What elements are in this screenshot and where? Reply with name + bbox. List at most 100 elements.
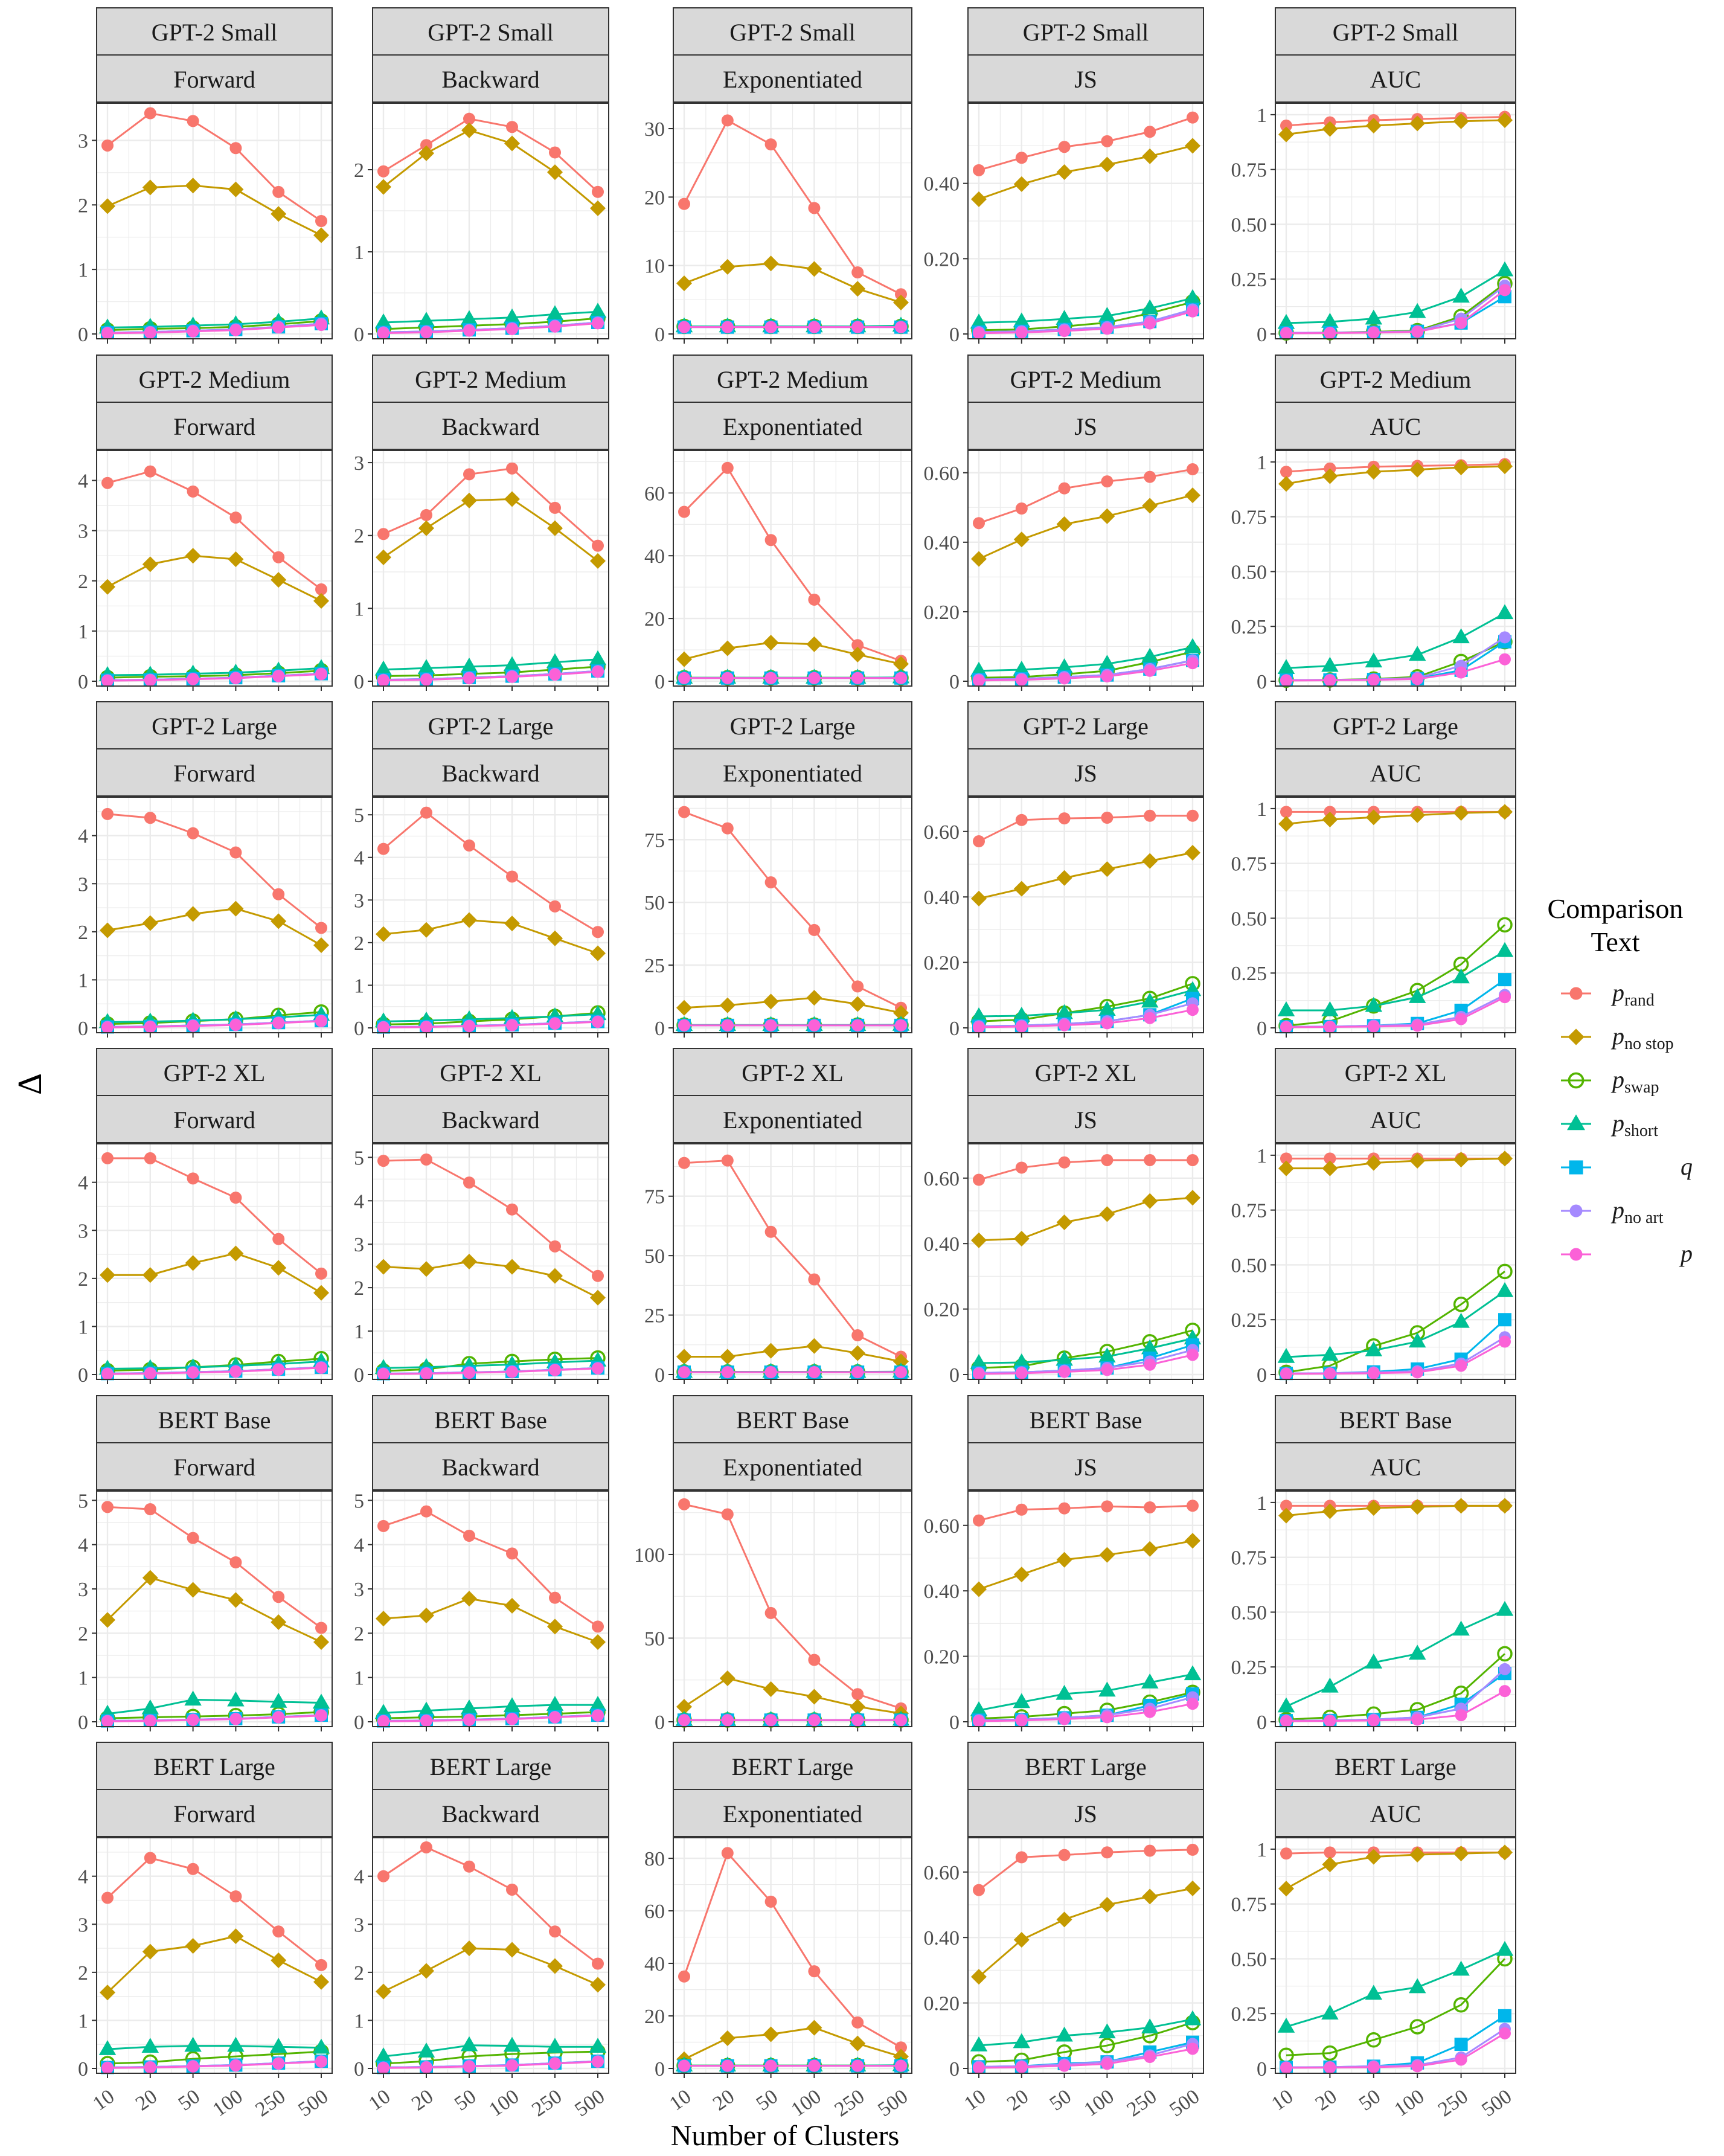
point-p_nostop xyxy=(1365,1155,1382,1171)
point-p_short xyxy=(1496,1940,1514,1956)
x-tick-label: 10 xyxy=(365,2085,394,2116)
point-p xyxy=(1144,1705,1156,1718)
y-tick-label: 0.40 xyxy=(924,532,960,554)
point-p_nostop xyxy=(228,1592,244,1608)
y-tick-label: 0.40 xyxy=(924,1233,960,1256)
y-tick-label: 100 xyxy=(634,1544,665,1567)
point-p xyxy=(1058,2059,1071,2072)
y-tick-label: 1 xyxy=(354,1321,364,1343)
series-line-p xyxy=(1286,658,1505,682)
panel-5-3: BERT Large JS 0 0.20 0.40 0.60 10 20 50 100 250 500 xyxy=(924,1742,1204,2121)
point-p_rand xyxy=(851,1329,864,1342)
point-p xyxy=(1280,2061,1292,2074)
point-p xyxy=(101,327,114,339)
x-tick-label: 500 xyxy=(294,2085,332,2122)
series-p xyxy=(1280,1685,1511,1727)
point-p_nostop xyxy=(1056,1911,1072,1928)
point-p_nostop xyxy=(185,1938,201,1954)
series-line-p_rand xyxy=(684,811,902,1009)
y-tick-label: 30 xyxy=(644,118,665,141)
point-p_nostop xyxy=(719,640,735,656)
strip-metric xyxy=(673,1095,912,1143)
x-tick-label: 50 xyxy=(1046,2085,1075,2116)
point-p xyxy=(973,674,985,687)
strip-metric xyxy=(372,54,609,103)
point-p_nostop xyxy=(1497,1150,1513,1167)
point-p_rand xyxy=(851,1688,864,1701)
point-p_noart xyxy=(1499,1663,1511,1675)
series-line-p xyxy=(978,1009,1193,1028)
point-p_short xyxy=(141,1699,159,1715)
y-tick-label: 0 xyxy=(949,1018,960,1040)
strip-model-label: GPT-2 Small xyxy=(152,19,278,46)
point-p_nostop xyxy=(971,890,987,906)
point-p xyxy=(592,1362,604,1375)
strip-model-label: GPT-2 Medium xyxy=(717,366,868,393)
point-p_short xyxy=(1141,2018,1159,2033)
point-p xyxy=(506,322,518,335)
strip-metric-label: Forward xyxy=(173,1800,255,1827)
legend-item-p_nostop: pno stop xyxy=(1561,1022,1674,1053)
point-p_nostop xyxy=(806,1689,822,1705)
legend-item-p_swap: pswap xyxy=(1561,1066,1659,1097)
point-p xyxy=(895,321,907,333)
point-p xyxy=(144,1715,156,1727)
point-p_nostop xyxy=(185,178,201,194)
point-p_nostop xyxy=(1409,461,1426,478)
point-p xyxy=(1499,653,1511,666)
series-line-p_rand xyxy=(978,468,1193,524)
point-p xyxy=(187,2060,199,2073)
series-line-p_short xyxy=(383,2044,598,2058)
series-p xyxy=(678,1714,907,1727)
point-p_rand xyxy=(1280,466,1292,478)
y-tick-label: 2 xyxy=(78,571,88,593)
point-p xyxy=(463,1367,475,1379)
point-p_short xyxy=(1184,289,1202,304)
y-tick-label: 0 xyxy=(1257,1364,1267,1387)
strip-model-label: GPT-2 XL xyxy=(164,1059,266,1086)
series-line-p_short xyxy=(107,1361,322,1370)
y-tick-label: 0.50 xyxy=(1231,1602,1267,1624)
point-p xyxy=(229,672,242,685)
point-p_rand xyxy=(1187,1843,1199,1856)
strip-model-label: GPT-2 Large xyxy=(152,713,277,740)
strip-model-label: BERT Large xyxy=(1335,1753,1456,1780)
series-line-p_rand xyxy=(1286,116,1505,127)
point-p_short xyxy=(970,1701,988,1716)
point-p xyxy=(101,1715,114,1728)
series-line-p_nostop xyxy=(978,1539,1193,1590)
panel-border xyxy=(967,450,1204,687)
point-p_rand xyxy=(808,202,821,214)
point-p_nostop xyxy=(271,1614,287,1630)
series-p_short xyxy=(1277,1940,1514,2033)
point-p_nostop xyxy=(271,572,287,588)
point-q xyxy=(1498,973,1511,987)
point-p xyxy=(187,673,199,685)
point-p_nostop xyxy=(1013,176,1030,192)
panel-border xyxy=(673,797,912,1033)
series-line-p xyxy=(107,673,322,682)
strip-model xyxy=(967,1048,1204,1096)
point-p_rand xyxy=(506,1203,518,1216)
strip-model xyxy=(1275,7,1516,56)
point-p xyxy=(1144,317,1156,330)
point-p_rand xyxy=(315,1622,327,1634)
point-p xyxy=(1455,1709,1467,1722)
series-line-p_noart xyxy=(978,1349,1193,1374)
series-p xyxy=(973,1004,1199,1033)
point-p_rand xyxy=(315,215,327,227)
x-tick-label: 250 xyxy=(1434,2085,1472,2122)
point-p_rand xyxy=(808,1654,821,1666)
point-p_rand xyxy=(592,1269,604,1282)
series-p_nostop xyxy=(676,255,909,310)
point-p_nostop xyxy=(461,1591,477,1607)
strip-metric xyxy=(1275,1442,1516,1490)
series-line-p_nostop xyxy=(978,852,1193,900)
y-tick-label: 0 xyxy=(354,2058,364,2081)
point-p_nostop xyxy=(228,900,244,917)
point-p_swap xyxy=(1453,1297,1469,1312)
strip-model xyxy=(673,1742,912,1790)
point-p_rand xyxy=(721,1847,734,1859)
point-p_nostop xyxy=(1322,1160,1338,1176)
point-p_rand xyxy=(1058,141,1071,153)
